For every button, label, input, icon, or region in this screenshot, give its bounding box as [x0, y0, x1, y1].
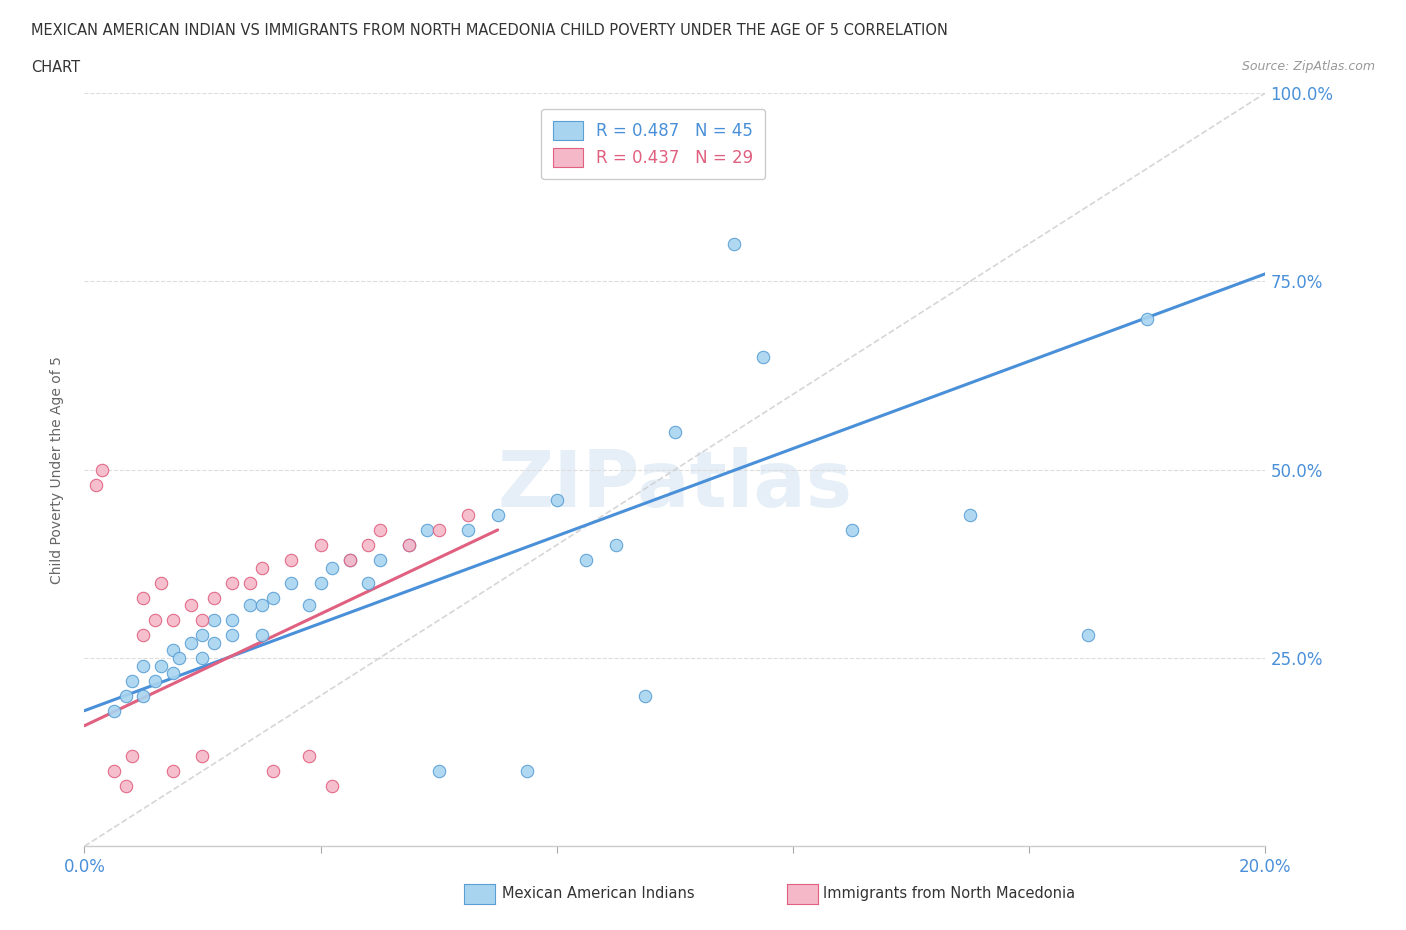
Point	[121, 673, 143, 688]
Point	[416, 523, 439, 538]
Point	[250, 560, 273, 575]
Point	[398, 538, 420, 552]
Point	[180, 635, 202, 650]
Point	[546, 492, 568, 507]
Point	[150, 575, 173, 591]
Point	[221, 628, 243, 643]
Point	[114, 688, 136, 703]
Text: Mexican American Indians: Mexican American Indians	[502, 886, 695, 901]
Point	[427, 523, 450, 538]
Point	[298, 749, 321, 764]
Point	[339, 552, 361, 567]
Point	[457, 523, 479, 538]
Point	[191, 613, 214, 628]
Point	[143, 673, 166, 688]
Point	[398, 538, 420, 552]
Point	[162, 764, 184, 778]
Point	[605, 538, 627, 552]
Point	[143, 613, 166, 628]
Text: Immigrants from North Macedonia: Immigrants from North Macedonia	[823, 886, 1074, 901]
Point	[250, 628, 273, 643]
Text: CHART: CHART	[31, 60, 80, 75]
Point	[841, 523, 863, 538]
Point	[191, 651, 214, 666]
Point	[368, 523, 391, 538]
Point	[321, 560, 343, 575]
Text: MEXICAN AMERICAN INDIAN VS IMMIGRANTS FROM NORTH MACEDONIA CHILD POVERTY UNDER T: MEXICAN AMERICAN INDIAN VS IMMIGRANTS FR…	[31, 23, 948, 38]
Point	[959, 508, 981, 523]
Point	[262, 591, 284, 605]
Point	[221, 575, 243, 591]
Point	[162, 666, 184, 681]
Point	[339, 552, 361, 567]
Text: Source: ZipAtlas.com: Source: ZipAtlas.com	[1241, 60, 1375, 73]
Point	[150, 658, 173, 673]
Point	[84, 477, 107, 492]
Point	[575, 552, 598, 567]
Point	[191, 749, 214, 764]
Point	[298, 598, 321, 613]
Point	[191, 628, 214, 643]
Point	[162, 643, 184, 658]
Point	[91, 462, 114, 477]
Point	[239, 575, 262, 591]
Point	[202, 635, 225, 650]
Point	[202, 613, 225, 628]
Point	[280, 552, 302, 567]
Point	[368, 552, 391, 567]
Point	[280, 575, 302, 591]
Point	[486, 508, 509, 523]
Point	[634, 688, 657, 703]
Point	[457, 508, 479, 523]
Point	[221, 613, 243, 628]
Point	[723, 236, 745, 251]
Point	[1136, 312, 1159, 326]
Point	[239, 598, 262, 613]
Legend: R = 0.487   N = 45, R = 0.437   N = 29: R = 0.487 N = 45, R = 0.437 N = 29	[541, 109, 765, 179]
Point	[664, 425, 686, 440]
Point	[250, 598, 273, 613]
Point	[1077, 628, 1099, 643]
Point	[752, 350, 775, 365]
Y-axis label: Child Poverty Under the Age of 5: Child Poverty Under the Age of 5	[49, 355, 63, 584]
Point	[132, 688, 155, 703]
Point	[114, 778, 136, 793]
Point	[427, 764, 450, 778]
Point	[516, 764, 538, 778]
Point	[180, 598, 202, 613]
Point	[162, 613, 184, 628]
Text: ZIPatlas: ZIPatlas	[498, 446, 852, 523]
Point	[309, 575, 332, 591]
Point	[132, 658, 155, 673]
Point	[121, 749, 143, 764]
Point	[103, 764, 125, 778]
Point	[321, 778, 343, 793]
Point	[357, 575, 380, 591]
Point	[167, 651, 190, 666]
Point	[357, 538, 380, 552]
Point	[309, 538, 332, 552]
Point	[202, 591, 225, 605]
Point	[103, 703, 125, 718]
Point	[132, 591, 155, 605]
Point	[262, 764, 284, 778]
Point	[132, 628, 155, 643]
